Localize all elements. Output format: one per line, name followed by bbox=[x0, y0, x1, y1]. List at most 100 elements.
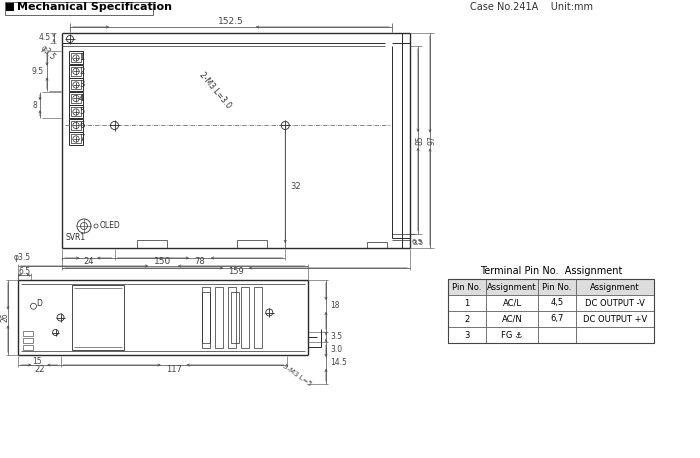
Text: 3.5: 3.5 bbox=[412, 240, 423, 246]
Bar bbox=[23, 345, 33, 350]
Bar bbox=[228, 287, 236, 348]
Text: 78: 78 bbox=[195, 257, 205, 267]
Text: 97: 97 bbox=[428, 136, 437, 145]
Text: SVR1: SVR1 bbox=[65, 234, 85, 242]
Bar bbox=[137, 240, 167, 248]
Text: 4.5: 4.5 bbox=[39, 33, 51, 43]
Text: 24: 24 bbox=[83, 257, 94, 267]
Text: FG ⚓: FG ⚓ bbox=[501, 331, 523, 339]
Bar bbox=[69, 78, 83, 92]
Text: φ3.5: φ3.5 bbox=[38, 44, 57, 62]
Text: Terminal Pin No.  Assignment: Terminal Pin No. Assignment bbox=[480, 266, 622, 276]
Bar bbox=[71, 54, 81, 62]
Text: Mechanical Specification: Mechanical Specification bbox=[17, 2, 172, 12]
Text: AC/L: AC/L bbox=[503, 299, 522, 307]
Text: 22: 22 bbox=[34, 365, 45, 374]
Bar bbox=[576, 295, 654, 311]
Bar bbox=[538, 295, 576, 311]
Bar bbox=[71, 121, 81, 130]
Bar bbox=[23, 331, 33, 336]
Text: 3.5: 3.5 bbox=[330, 333, 342, 342]
Bar bbox=[72, 285, 125, 350]
Bar bbox=[231, 292, 239, 343]
Text: 3: 3 bbox=[464, 331, 470, 339]
Text: 6.5: 6.5 bbox=[18, 267, 30, 276]
Text: Assignment: Assignment bbox=[487, 283, 537, 291]
Bar bbox=[448, 295, 486, 311]
Text: AC/N: AC/N bbox=[502, 315, 522, 323]
Bar bbox=[538, 311, 576, 327]
Text: 117: 117 bbox=[166, 365, 181, 374]
Text: 15: 15 bbox=[32, 356, 42, 365]
Bar bbox=[486, 311, 538, 327]
Bar bbox=[538, 279, 576, 295]
Bar bbox=[576, 327, 654, 343]
Bar bbox=[202, 292, 210, 343]
Text: 85: 85 bbox=[416, 135, 424, 145]
Text: 14.5: 14.5 bbox=[330, 359, 347, 367]
Text: 150: 150 bbox=[155, 257, 172, 267]
Bar bbox=[237, 240, 267, 248]
Bar bbox=[486, 295, 538, 311]
Text: 6,7: 6,7 bbox=[550, 315, 564, 323]
Bar bbox=[448, 279, 486, 295]
Text: 4: 4 bbox=[79, 94, 84, 103]
Bar bbox=[448, 327, 486, 343]
Bar bbox=[367, 242, 387, 248]
Bar bbox=[215, 287, 223, 348]
Text: 6.5: 6.5 bbox=[412, 239, 423, 245]
Text: Case No.241A    Unit:mm: Case No.241A Unit:mm bbox=[470, 2, 593, 12]
Bar bbox=[241, 287, 248, 348]
Text: 2: 2 bbox=[79, 67, 84, 76]
Text: 159: 159 bbox=[228, 267, 244, 277]
Text: 8: 8 bbox=[32, 101, 37, 110]
Bar bbox=[71, 67, 81, 76]
Text: DC OUTPUT +V: DC OUTPUT +V bbox=[583, 315, 647, 323]
Bar bbox=[448, 311, 486, 327]
Text: 3: 3 bbox=[79, 81, 85, 89]
Text: 4,5: 4,5 bbox=[550, 299, 564, 307]
Bar bbox=[538, 327, 576, 343]
Bar bbox=[69, 132, 83, 146]
Text: 26: 26 bbox=[1, 313, 10, 322]
Text: DC OUTPUT -V: DC OUTPUT -V bbox=[585, 299, 645, 307]
Bar bbox=[69, 51, 83, 65]
Text: 6: 6 bbox=[79, 121, 85, 130]
Text: 1: 1 bbox=[464, 299, 470, 307]
Text: 32: 32 bbox=[290, 182, 301, 191]
Bar bbox=[5, 2, 153, 15]
Text: Pin No.: Pin No. bbox=[542, 283, 572, 291]
Bar bbox=[71, 135, 81, 143]
Bar bbox=[69, 92, 83, 105]
Text: φ3.5: φ3.5 bbox=[13, 253, 30, 262]
Text: 152.5: 152.5 bbox=[218, 17, 244, 27]
Text: 3-M3 L=5: 3-M3 L=5 bbox=[281, 363, 312, 387]
Bar bbox=[253, 287, 262, 348]
Text: Pin No.: Pin No. bbox=[452, 283, 482, 291]
Bar bbox=[576, 279, 654, 295]
Bar bbox=[71, 108, 81, 116]
Bar bbox=[576, 311, 654, 327]
Bar bbox=[69, 65, 83, 78]
Text: 9.5: 9.5 bbox=[32, 67, 44, 76]
Text: 5: 5 bbox=[79, 108, 84, 116]
Text: Assignment: Assignment bbox=[590, 283, 640, 291]
Bar bbox=[6, 3, 14, 11]
Bar bbox=[23, 338, 33, 343]
Bar bbox=[202, 287, 210, 348]
Text: 2-M3 L=3.0: 2-M3 L=3.0 bbox=[197, 71, 232, 110]
Bar bbox=[69, 119, 83, 132]
Bar bbox=[486, 327, 538, 343]
Text: 7: 7 bbox=[79, 135, 85, 143]
Text: 18: 18 bbox=[330, 301, 340, 311]
Text: D: D bbox=[36, 299, 43, 308]
Text: 2: 2 bbox=[464, 315, 470, 323]
Text: OLED: OLED bbox=[100, 222, 120, 230]
Bar bbox=[448, 279, 654, 343]
Bar bbox=[69, 105, 83, 119]
Bar bbox=[71, 94, 81, 103]
Text: 1: 1 bbox=[79, 54, 84, 62]
Text: 3.0: 3.0 bbox=[330, 345, 342, 354]
Bar bbox=[486, 279, 538, 295]
Bar bbox=[71, 81, 81, 89]
